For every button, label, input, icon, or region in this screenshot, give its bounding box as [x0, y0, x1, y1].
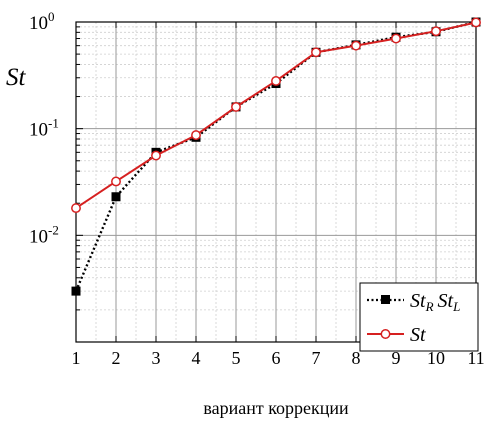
legend-box: [359, 282, 479, 352]
data-point-circle: [111, 176, 121, 187]
legend-marker-filled-square: [381, 295, 390, 304]
x-axis-label: вариант коррекции: [203, 398, 349, 418]
x-tick-label: 2: [112, 348, 121, 368]
y-tick-base: 10: [29, 226, 48, 247]
y-tick-label: 100: [29, 9, 55, 34]
x-tick-label: 6: [272, 348, 281, 368]
y-axis-label: St: [6, 64, 27, 91]
y-tick-exponent: 0: [48, 9, 55, 24]
y-tick-exponent: -1: [48, 116, 59, 131]
x-tick-label: 11: [467, 348, 484, 368]
x-tick-labels: 1 2 3 4 5 6 7 8 9 10 11: [72, 348, 485, 368]
x-tick-label: 3: [152, 348, 161, 368]
x-tick-label: 9: [392, 348, 401, 368]
y-tick-base: 10: [29, 13, 48, 34]
x-tick-label: 4: [192, 348, 201, 368]
y-tick-exponent: -2: [48, 222, 59, 237]
y-tick-label: 10-1: [29, 116, 59, 141]
x-tick-label: 10: [427, 348, 445, 368]
series-layer: [71, 17, 481, 296]
legend-marker-open-circle: [380, 329, 391, 339]
data-point-circle: [271, 76, 281, 86]
x-tick-label: 7: [312, 348, 321, 368]
y-tick-label: 10-2: [29, 222, 59, 247]
data-point-circle: [231, 101, 241, 112]
legend: StR StL St: [359, 282, 479, 352]
x-tick-label: 1: [72, 348, 81, 368]
legend-sub-l: L: [452, 299, 460, 314]
data-point-circle: [431, 26, 441, 37]
data-point-circle: [151, 150, 161, 161]
legend-text-st-2: St: [438, 290, 454, 312]
data-point-circle: [71, 203, 81, 214]
data-point-circle: [351, 40, 361, 51]
legend-sub-r: R: [425, 299, 434, 314]
data-point-circle: [311, 47, 321, 58]
data-point-circle: [191, 130, 201, 141]
legend-label-st-r-st-l: StR StL: [410, 290, 460, 314]
x-tick-label: 8: [352, 348, 361, 368]
legend-label-st: St: [410, 324, 426, 346]
data-point-circle: [471, 17, 481, 28]
y-tick-base: 10: [29, 120, 48, 141]
data-point-square: [71, 286, 81, 296]
x-tick-label: 5: [232, 348, 241, 368]
data-point-square: [111, 192, 121, 202]
data-point-circle: [391, 33, 401, 44]
legend-text-st-1: St: [410, 290, 426, 312]
